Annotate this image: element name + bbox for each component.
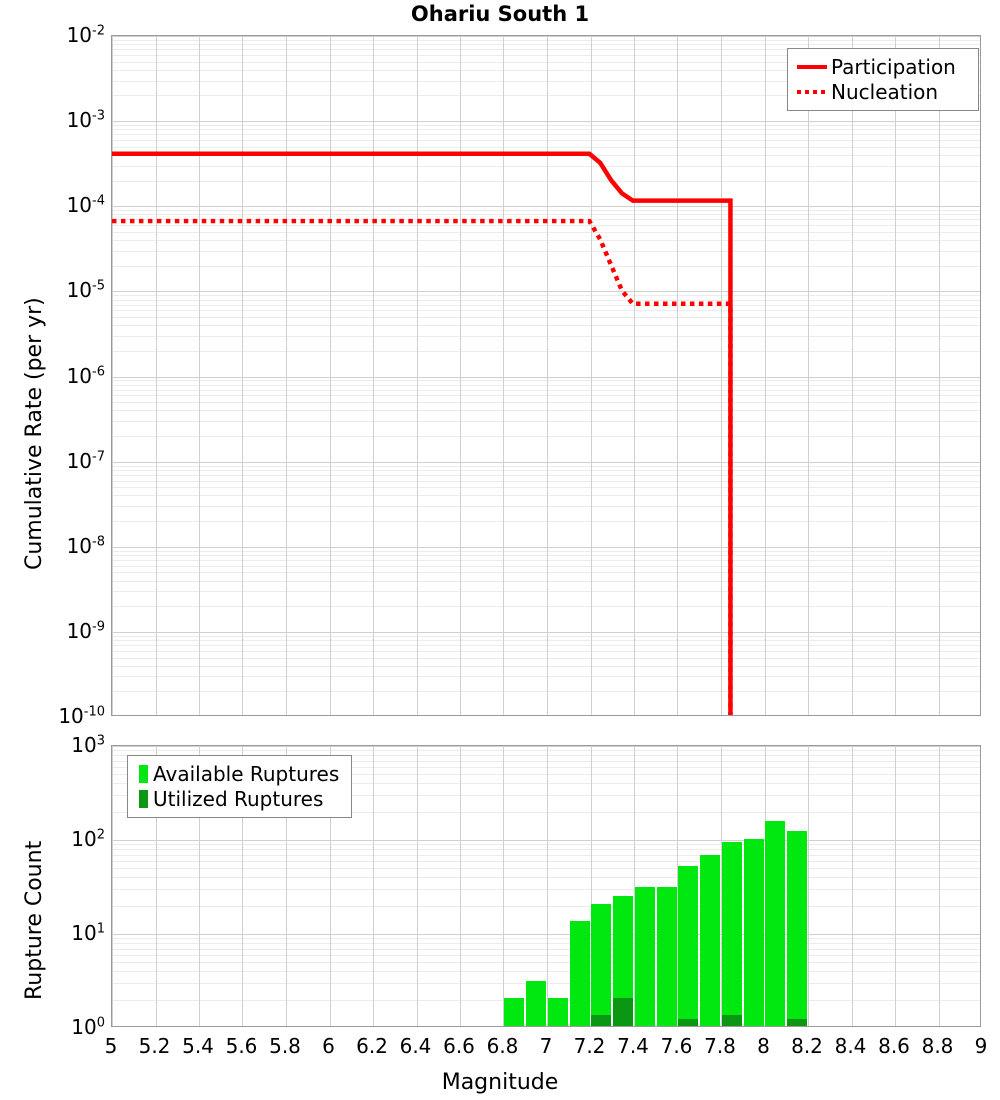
y-tick-label: 100 (71, 1015, 105, 1039)
rupture-bar[interactable] (526, 981, 547, 1026)
bar-segment-available (656, 887, 677, 1026)
bar-segment-available (787, 830, 808, 1026)
bar-segment-available (613, 896, 634, 1026)
cumulative-rate-plot (111, 35, 981, 716)
x-tick-label: 6.6 (443, 1034, 475, 1058)
x-tick-label: 6.2 (356, 1034, 388, 1058)
rupture-bar[interactable] (765, 821, 786, 1026)
legend-label-utilized-ruptures: Utilized Ruptures (153, 786, 324, 811)
bar-segment-available (743, 838, 764, 1026)
bar-segment-utilized (613, 997, 634, 1026)
bar-segment-utilized (591, 1015, 612, 1026)
rupture-bar[interactable] (678, 866, 699, 1026)
y-tick-label: 103 (71, 733, 105, 757)
rate-curves-svg (112, 151, 733, 715)
x-tick-label: 5.8 (269, 1034, 301, 1058)
y-tick-label: 101 (71, 921, 105, 945)
y-tick-label: 10-6 (66, 363, 105, 388)
bar-segment-available (504, 997, 525, 1026)
x-tick-label: 8.6 (878, 1034, 910, 1058)
bar-segment-available (721, 842, 742, 1026)
rupture-bar[interactable] (591, 903, 612, 1026)
nucleation-line-icon (795, 89, 829, 94)
bar-segment-utilized (721, 1015, 742, 1026)
y-tick-label: 10-3 (66, 108, 105, 133)
bar-segment-available (634, 887, 655, 1026)
x-tick-label: 5.2 (138, 1034, 171, 1058)
bar-segment-available (765, 821, 786, 1026)
rupture-bar[interactable] (613, 896, 634, 1026)
rupture-bar[interactable] (504, 997, 525, 1026)
legend-item-nucleation[interactable]: Nucleation (795, 79, 970, 104)
bottom-legend: Available Ruptures Utilized Ruptures (127, 755, 352, 818)
y-tick-label: 10-9 (66, 618, 105, 643)
x-tick-label: 8.2 (791, 1034, 823, 1058)
top-legend: Participation Nucleation (787, 48, 979, 111)
rupture-bars (112, 746, 980, 1026)
x-tick-label: 7.4 (617, 1034, 649, 1058)
y-tick-label: 10-4 (66, 193, 105, 218)
legend-label-nucleation: Nucleation (831, 79, 939, 104)
legend-label-available-ruptures: Available Ruptures (153, 761, 340, 786)
x-tick-label: 7 (539, 1034, 553, 1058)
x-tick-label: 8.4 (834, 1034, 867, 1058)
bar-segment-available (569, 921, 590, 1026)
x-tick-label: 7.8 (704, 1034, 736, 1058)
bar-segment-available (591, 903, 612, 1026)
y-tick-label: 10-10 (58, 704, 105, 728)
x-tick-label: 5.4 (182, 1034, 214, 1058)
bottom-y-axis-label: Rupture Count (22, 840, 47, 1000)
rupture-bar[interactable] (656, 887, 677, 1026)
rupture-bar[interactable] (634, 887, 655, 1026)
rupture-bar[interactable] (787, 830, 808, 1026)
legend-item-utilized-ruptures[interactable]: Utilized Ruptures (135, 786, 343, 811)
x-tick-label: 7.2 (573, 1034, 606, 1058)
x-axis-label: Magnitude (441, 1070, 559, 1095)
bar-segment-available (547, 997, 568, 1026)
x-tick-label: 6.8 (486, 1034, 519, 1058)
bar-segment-available (526, 981, 547, 1026)
x-tick-label: 8 (757, 1034, 770, 1058)
x-tick-label: 5.6 (225, 1034, 258, 1058)
top-curves (112, 36, 980, 715)
bar-segment-available (678, 866, 699, 1026)
bar-segment-utilized (787, 1018, 808, 1026)
available-swatch-icon (135, 764, 151, 783)
bar-segment-available (700, 854, 721, 1026)
participation-line-icon (795, 64, 829, 69)
top-gridlines (112, 36, 980, 715)
x-tick-label: 7.6 (660, 1034, 693, 1058)
legend-item-participation[interactable]: Participation (795, 54, 970, 79)
utilized-swatch-icon (135, 789, 151, 808)
page-title: Ohariu South 1 (410, 2, 590, 26)
y-tick-label: 10-7 (66, 448, 105, 473)
bar-segment-utilized (678, 1018, 699, 1026)
rupture-bar[interactable] (700, 854, 721, 1026)
legend-item-available-ruptures[interactable]: Available Ruptures (135, 761, 343, 786)
top-y-axis-label: Cumulative Rate (per yr) (22, 297, 47, 570)
y-tick-label: 10-2 (66, 23, 105, 47)
y-tick-label: 10-5 (66, 278, 105, 303)
legend-label-participation: Participation (831, 54, 956, 79)
rupture-bar[interactable] (569, 921, 590, 1026)
rupture-bar[interactable] (721, 842, 742, 1026)
x-tick-label: 8.8 (921, 1034, 954, 1058)
x-tick-label: 6 (322, 1034, 335, 1058)
rupture-bar[interactable] (743, 838, 764, 1026)
y-tick-label: 102 (71, 827, 105, 851)
y-tick-label: 10-8 (66, 533, 105, 558)
rupture-bar[interactable] (547, 997, 568, 1026)
x-tick-label: 5 (104, 1034, 118, 1058)
x-tick-label: 6.4 (399, 1034, 432, 1058)
x-tick-label: 9 (974, 1034, 988, 1058)
